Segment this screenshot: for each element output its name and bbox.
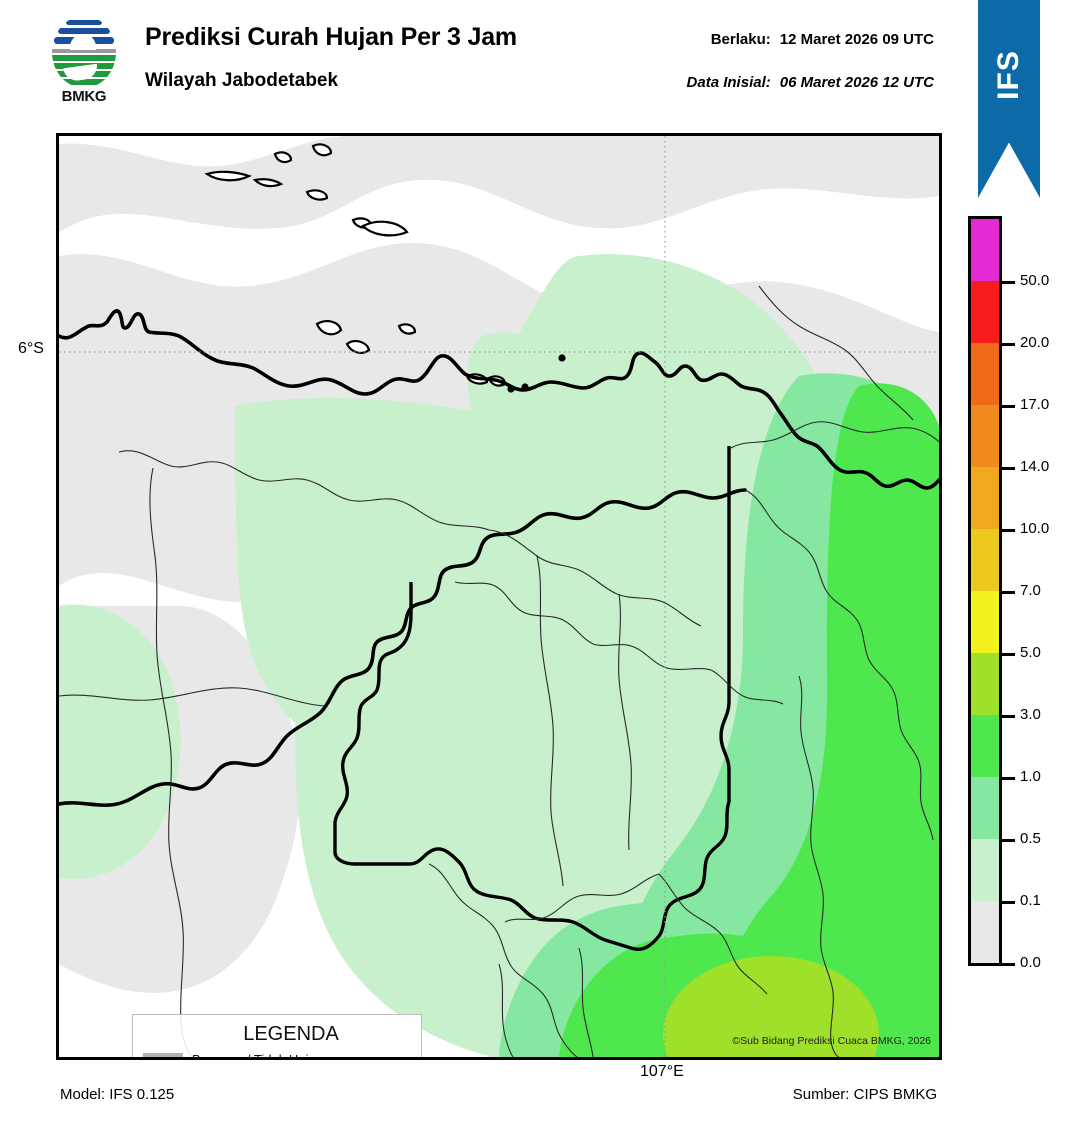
colorbar-tick-label: 0.1 [1020,892,1041,909]
colorbar-tick-label: 20.0 [1020,334,1050,351]
colorbar-tick-mark [1002,529,1015,532]
valid-time-label: Berlaku: [710,31,771,48]
colorbar-tick-mark [1002,405,1015,408]
contour-band-3p0 [663,956,879,1057]
colorbar-bar [968,216,1002,966]
colorbar-tick-mark [1002,901,1015,904]
colorbar-band [971,653,999,715]
colorbar-tick-label: 0.5 [1020,830,1041,847]
valid-time-value: 12 Maret 2026 09 UTC [779,31,934,48]
legend-title: LEGENDA [243,1023,339,1045]
colorbar-band [971,591,999,653]
colorbar-band [971,281,999,343]
colorbar-tick-mark [1002,467,1015,470]
colorbar-band [971,219,999,281]
model-label: Model: IFS 0.125 [60,1086,175,1103]
colorbar-tick-mark [1002,777,1015,780]
colorbar-tick-mark [1002,343,1015,346]
colorbar-tick-mark [1002,963,1015,966]
legend-item-label: Berawan / Tidak Hujan [192,1052,323,1060]
initial-data-row: Data Inisial: 06 Maret 2026 12 UTC [687,74,934,91]
graticule-layer [59,136,939,1057]
page-subtitle: Wilayah Jabodetabek [145,70,339,91]
bmkg-logo-text: BMKG [61,88,107,105]
colorbar-tick-mark [1002,281,1015,284]
legend-swatch [143,1053,183,1057]
colorbar-tick-label: 10.0 [1020,520,1050,537]
colorbar-tick-label: 7.0 [1020,582,1041,599]
colorbar-tick-label: 5.0 [1020,644,1041,661]
colorbar-tick-label: 17.0 [1020,396,1050,413]
colorbar-band [971,405,999,467]
longitude-tick-label: 107°E [640,1063,684,1080]
colorbar: 50.0 20.0 17.0 14.0 10.0 7.0 5.0 3.0 1.0 0.5 0.1 0.… [968,216,1072,972]
bmkg-logo-icon: BMKG [44,16,124,108]
precipitation-field [59,136,939,1057]
valid-time-row: Berlaku: 12 Maret 2026 09 UTC [711,31,934,48]
initial-data-value: 06 Maret 2026 12 UTC [779,74,934,91]
colorbar-band [971,715,999,777]
colorbar-tick-label: 50.0 [1020,272,1050,289]
colorbar-tick-label: 1.0 [1020,768,1041,785]
district-boundary-layer [59,285,939,1057]
colorbar-band [971,467,999,529]
colorbar-tick-mark [1002,715,1015,718]
legend-item: Berawan / Tidak Hujan [143,1050,421,1060]
colorbar-band [971,839,999,901]
bmkg-logo-emblem [52,16,116,88]
legend-box: LEGENDA Berawan / Tidak HujanHujan Ringa… [132,1014,422,1060]
ifs-ribbon-label: IFS [992,50,1025,100]
colorbar-tick-mark [1002,653,1015,656]
latitude-tick-label: 6°S [18,340,44,357]
page-title: Prediksi Curah Hujan Per 3 Jam [145,23,517,51]
colorbar-tick-label: 14.0 [1020,458,1050,475]
colorbar-tick-mark [1002,591,1015,594]
source-label: Sumber: CIPS BMKG [792,1086,937,1103]
colorbar-tick-label: 0.0 [1020,954,1041,971]
province-boundary-layer [333,446,731,951]
colorbar-band [971,901,999,963]
colorbar-tick-label: 3.0 [1020,706,1041,723]
colorbar-band [971,343,999,405]
page-header: BMKG Prediksi Curah Hujan Per 3 Jam Wila… [0,0,1072,118]
copyright-text: ©Sub Bidang Prediksi Cuaca BMKG, 2026 [732,1035,931,1047]
colorbar-band [971,529,999,591]
forecast-map[interactable]: LEGENDA Berawan / Tidak HujanHujan Ringa… [56,133,942,1060]
initial-data-label: Data Inisial: [686,74,771,91]
colorbar-tick-mark [1002,839,1015,842]
colorbar-band [971,777,999,839]
legend-rows: Berawan / Tidak HujanHujan Ringan : 0.1 … [133,1050,421,1060]
